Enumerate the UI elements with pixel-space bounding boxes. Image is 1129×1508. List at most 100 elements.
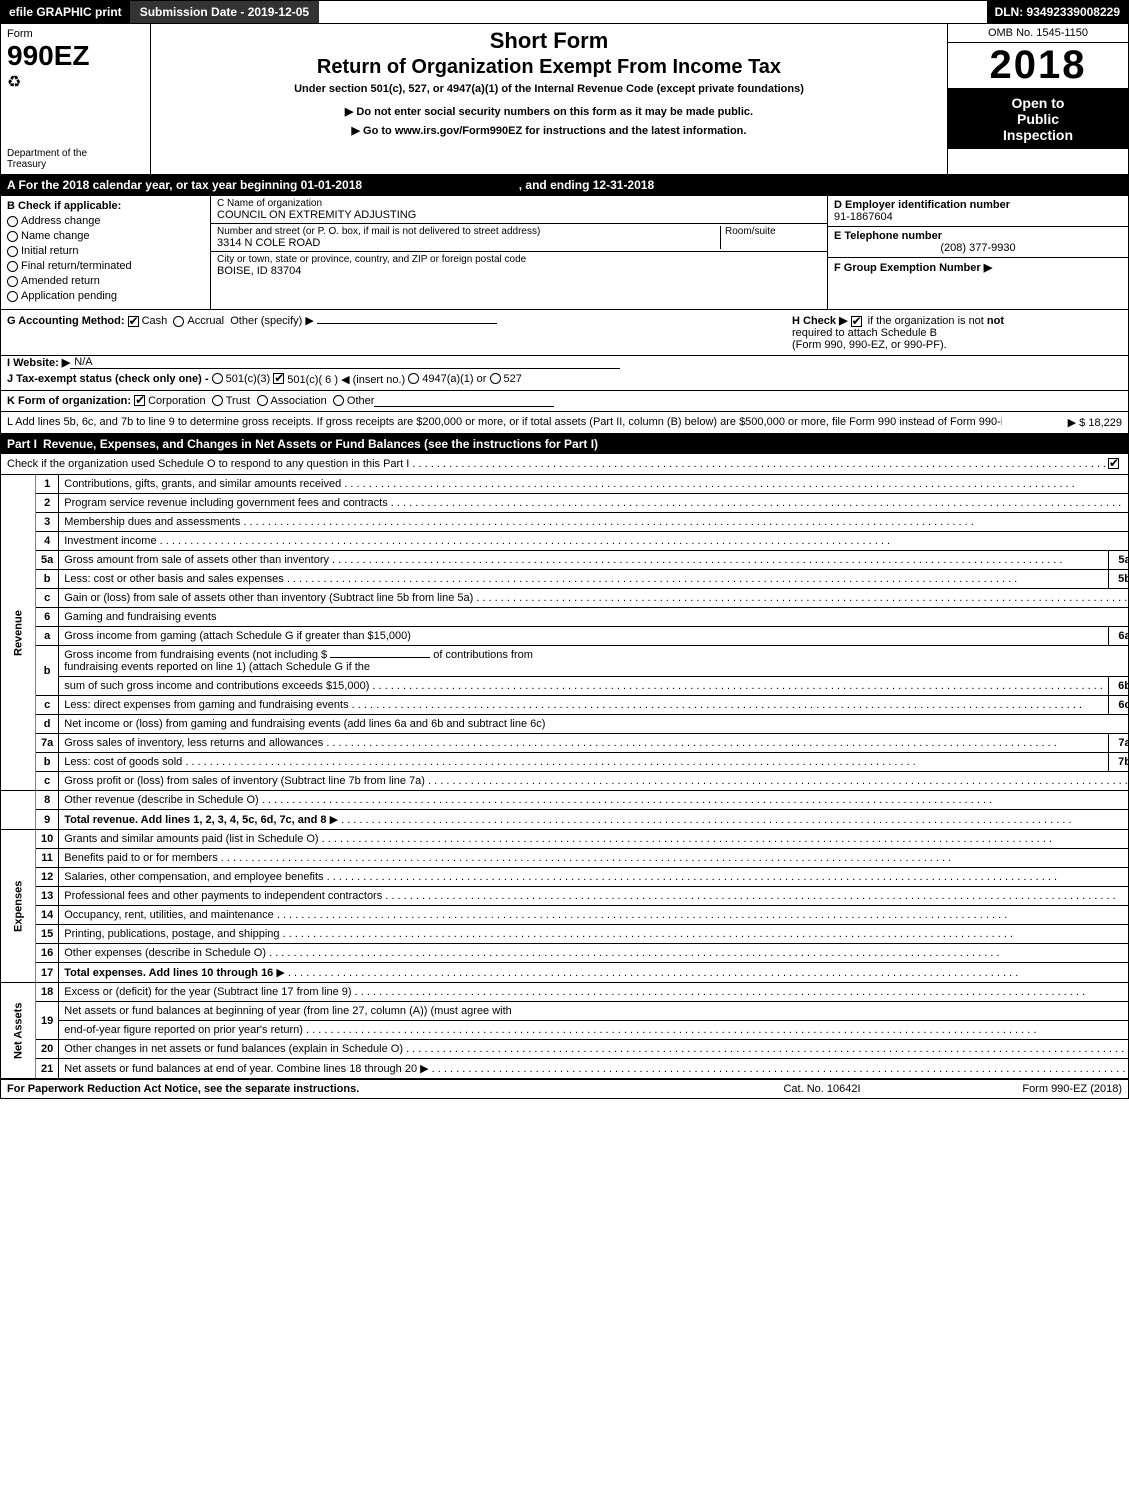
return-title: Return of Organization Exempt From Incom… [159, 56, 939, 79]
org-address-row: Number and street (or P. O. box, if mail… [211, 224, 827, 252]
check-initial-return[interactable]: Initial return [7, 245, 204, 257]
check-final-return-label: Final return/terminated [21, 260, 132, 272]
check-4947[interactable] [408, 373, 419, 384]
check-application-pending-label: Application pending [21, 290, 117, 302]
line-7b-sub: 7b [1108, 753, 1129, 772]
recycle-icon: ♻ [7, 72, 144, 92]
check-other-org[interactable] [333, 395, 344, 406]
association-label: Association [271, 395, 327, 407]
line-6a-sub: 6a [1108, 627, 1129, 646]
line-6b-num: b [36, 646, 59, 696]
header-right: OMB No. 1545-1150 2018 Open to Public In… [948, 24, 1128, 174]
footer-formref: Form 990-EZ (2018) [922, 1083, 1122, 1095]
period-row: A For the 2018 calendar year, or tax yea… [1, 174, 1128, 195]
check-corporation[interactable] [134, 395, 145, 406]
corporation-label: Corporation [148, 395, 205, 407]
check-amended-return[interactable]: Amended return [7, 275, 204, 287]
l-value: ▶ $ 18,229 [1002, 416, 1122, 429]
check-address-change-label: Address change [21, 215, 101, 227]
open-line3: Inspection [1003, 127, 1073, 143]
under-section-text: Under section 501(c), 527, or 4947(a)(1)… [159, 83, 939, 95]
check-amended-return-label: Amended return [21, 275, 100, 287]
topbar-spacer [319, 1, 986, 23]
part1-schedule-o-check[interactable] [1108, 458, 1119, 469]
efile-print-label: efile GRAPHIC print [1, 1, 130, 23]
line-6a-num: a [36, 627, 59, 646]
527-label: 527 [504, 373, 522, 386]
h-text3: (Form 990, 990-EZ, or 990-PF). [792, 339, 947, 351]
check-application-pending[interactable]: Application pending [7, 290, 204, 302]
other-org-label: Other [347, 395, 375, 407]
short-form-title: Short Form [159, 28, 939, 54]
check-trust[interactable] [212, 395, 223, 406]
period-begin: A For the 2018 calendar year, or tax yea… [7, 178, 362, 192]
check-501c3[interactable] [212, 373, 223, 384]
ein-value: 91-1867604 [834, 211, 1122, 223]
line-7a-num: 7a [36, 734, 59, 753]
check-501c[interactable] [273, 373, 284, 384]
line-15-desc: Printing, publications, postage, and shi… [64, 928, 279, 940]
check-final-return[interactable]: Final return/terminated [7, 260, 204, 272]
goto-instructions: ▶ Go to www.irs.gov/Form990EZ for instru… [159, 124, 939, 137]
line-7c-desc: Gross profit or (loss) from sales of inv… [64, 775, 425, 787]
line-19-desc1: Net assets or fund balances at beginning… [64, 1005, 512, 1017]
room-suite-label: Room/suite [725, 226, 821, 237]
line-3-num: 3 [36, 513, 59, 532]
line-5c-desc: Gain or (loss) from sale of assets other… [64, 592, 473, 604]
h-check: H Check ▶ if the organization is not not… [792, 314, 1122, 351]
line-7b-num: b [36, 753, 59, 772]
line-6c-desc: Less: direct expenses from gaming and fu… [64, 699, 348, 711]
line-13-desc: Professional fees and other payments to … [64, 890, 382, 902]
check-accrual[interactable] [173, 316, 184, 327]
box-b-title: B Check if applicable: [7, 200, 204, 212]
line-7a-sub: 7a [1108, 734, 1129, 753]
line-9-num: 9 [36, 810, 59, 830]
line-6b-desc1: Gross income from fundraising events (no… [64, 649, 327, 661]
line-12-desc: Salaries, other compensation, and employ… [64, 871, 323, 883]
group-exemption-row: F Group Exemption Number ▶ [828, 258, 1128, 277]
submission-date-label: Submission Date - 2019-12-05 [130, 1, 319, 23]
line-10-num: 10 [36, 830, 59, 849]
form-word: Form [7, 28, 144, 40]
top-bar: efile GRAPHIC print Submission Date - 20… [1, 1, 1128, 23]
group-exemption-label: F Group Exemption Number ▶ [834, 262, 992, 274]
open-line1: Open to [1012, 95, 1065, 111]
omb-number: OMB No. 1545-1150 [948, 24, 1128, 43]
org-city-row: City or town, state or province, country… [211, 252, 827, 279]
check-name-change[interactable]: Name change [7, 230, 204, 242]
check-association[interactable] [257, 395, 268, 406]
expenses-side-label: Expenses [1, 830, 36, 983]
phone-row: E Telephone number (208) 377-9930 [828, 227, 1128, 258]
line-5a-num: 5a [36, 551, 59, 570]
phone-label: E Telephone number [834, 230, 1122, 242]
check-527[interactable] [490, 373, 501, 384]
line-8-desc: Other revenue (describe in Schedule O) [64, 794, 258, 806]
part1-header: Part I Revenue, Expenses, and Changes in… [1, 433, 1128, 454]
check-cash[interactable] [128, 316, 139, 327]
line-9-desc: Total revenue. Add lines 1, 2, 3, 4, 5c,… [64, 814, 326, 826]
k-form-row: K Form of organization: Corporation Trus… [1, 390, 1128, 411]
line-6c-num: c [36, 696, 59, 715]
line-16-num: 16 [36, 944, 59, 963]
line-16-desc: Other expenses (describe in Schedule O) [64, 947, 266, 959]
k-label: K Form of organization: [7, 395, 131, 407]
org-name-row: C Name of organization COUNCIL ON EXTREM… [211, 196, 827, 224]
line-8-num: 8 [36, 791, 59, 810]
4947-label: 4947(a)(1) or [422, 373, 486, 386]
part1-check-text: Check if the organization used Schedule … [7, 458, 409, 470]
footer-catno: Cat. No. 10642I [722, 1083, 922, 1095]
line-6b-desc4: sum of such gross income and contributio… [64, 680, 369, 692]
part1-title: Revenue, Expenses, and Changes in Net As… [43, 437, 1122, 451]
line-1-desc: Contributions, gifts, grants, and simila… [64, 478, 341, 490]
h-checkbox[interactable] [851, 316, 862, 327]
line-5b-desc: Less: cost or other basis and sales expe… [64, 573, 284, 585]
h-text1: if the organization is not [868, 315, 984, 327]
line-4-desc: Investment income [64, 535, 156, 547]
line-21-desc: Net assets or fund balances at end of ye… [64, 1063, 417, 1075]
form-page: efile GRAPHIC print Submission Date - 20… [0, 0, 1129, 1099]
check-address-change[interactable]: Address change [7, 215, 204, 227]
netassets-side-label: Net Assets [1, 983, 36, 1079]
line-6c-sub: 6c [1108, 696, 1129, 715]
line-7b-desc: Less: cost of goods sold [64, 756, 182, 768]
line-1-num: 1 [36, 475, 59, 494]
